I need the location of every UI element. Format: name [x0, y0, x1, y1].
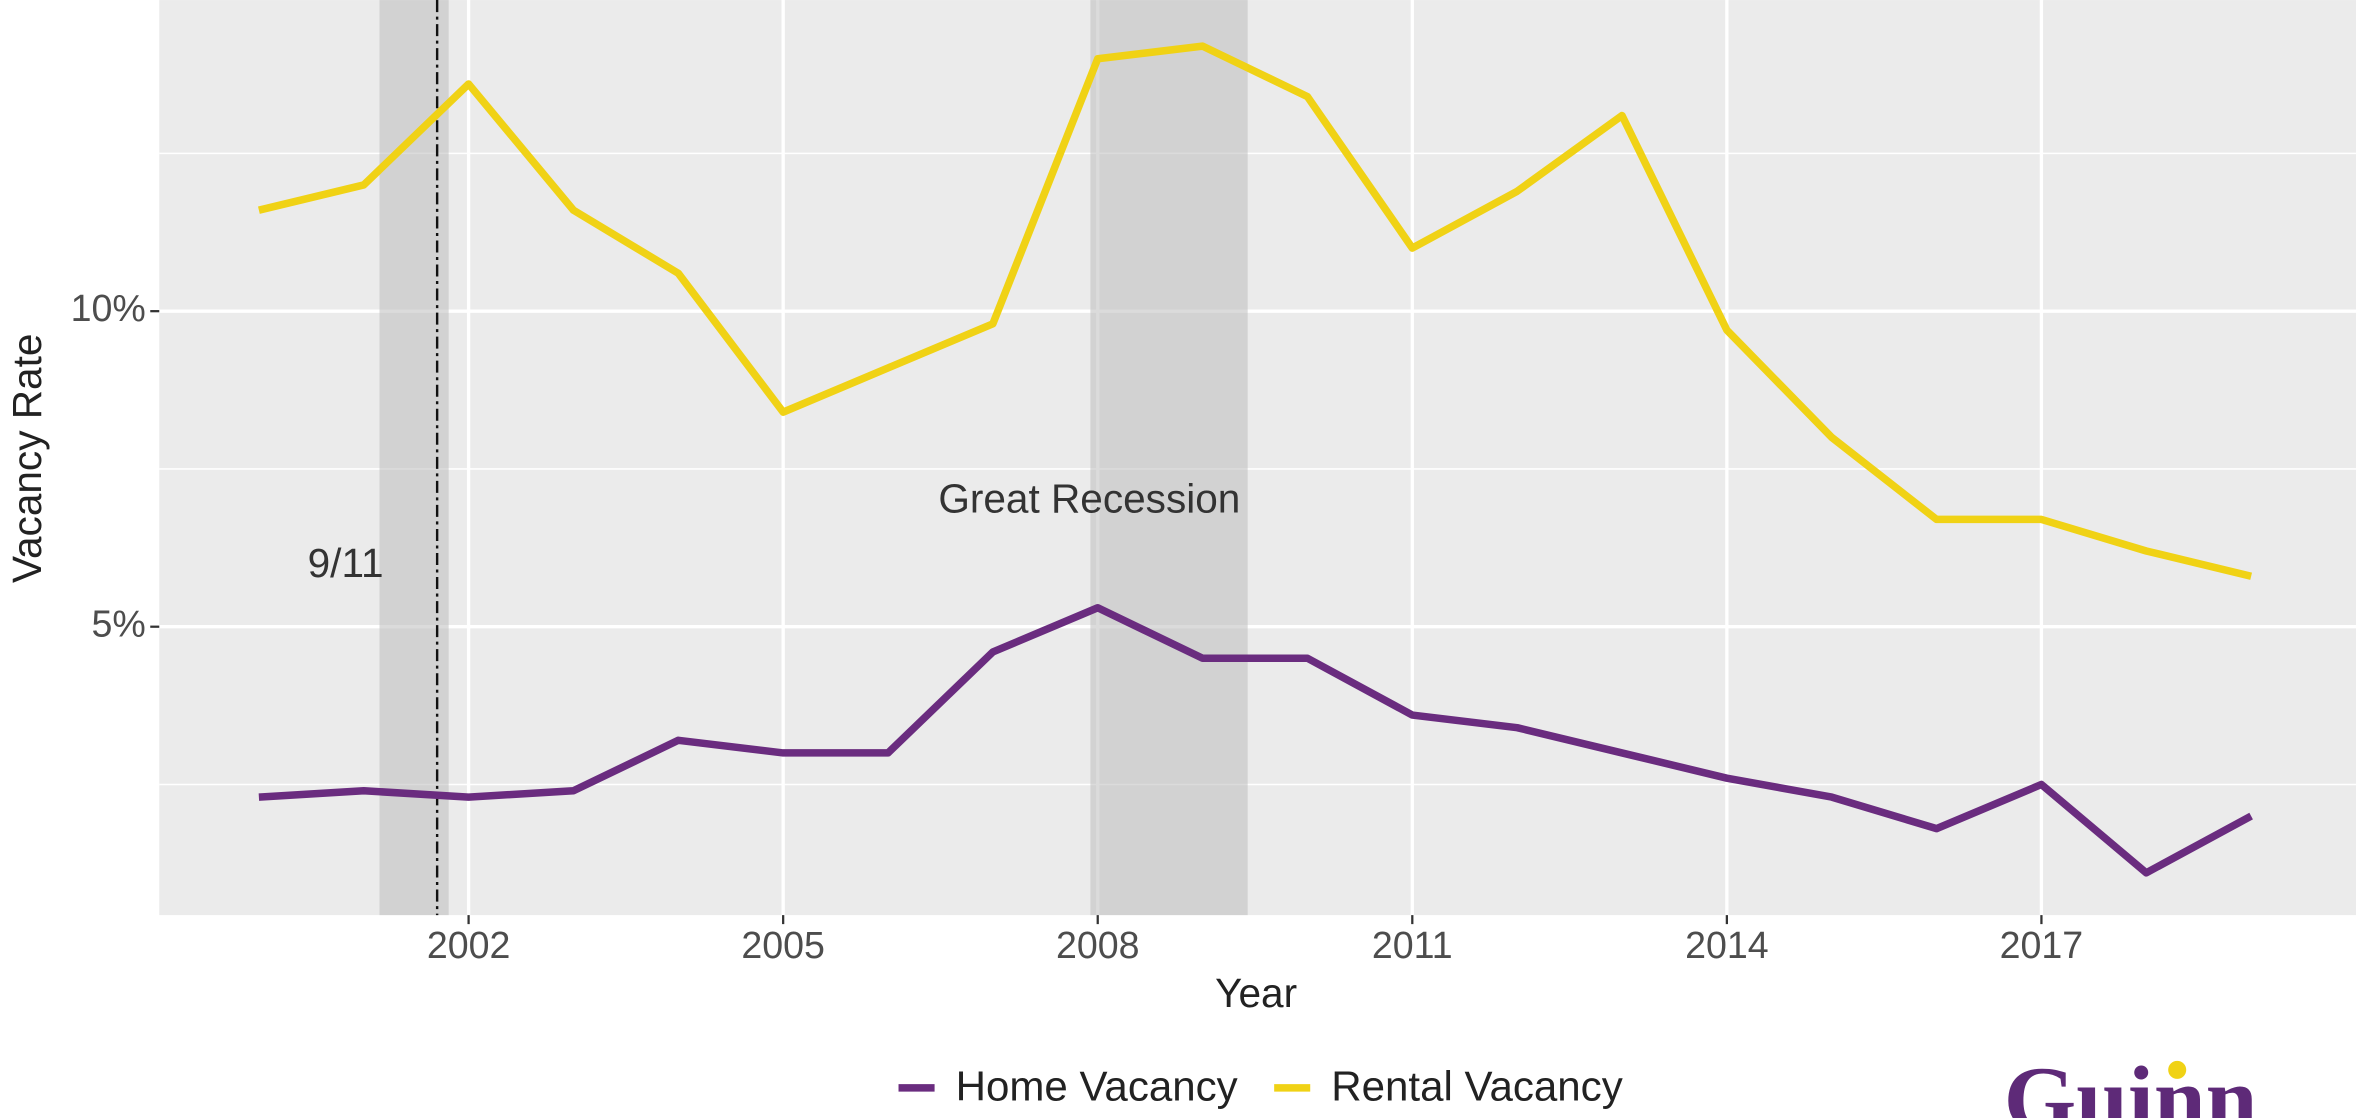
logo: Guinn: [2004, 1048, 2258, 1118]
y-tick-label: 5%: [91, 603, 145, 645]
x-tick-label: 2005: [741, 924, 825, 966]
y-tick-label: 10%: [71, 287, 146, 329]
x-tick-label: 2014: [1685, 924, 1769, 966]
x-axis-title: Year: [1215, 970, 1297, 1016]
plot-layers: 5% 10% 2002 2005 2008 2011 2014 2017: [71, 0, 2356, 966]
y-axis-title: Vacancy Rate: [4, 334, 50, 583]
x-tick-label: 2002: [427, 924, 511, 966]
x-tick-label: 2008: [1056, 924, 1140, 966]
series-line: [258, 604, 2253, 877]
annotation: Great Recession: [938, 476, 1240, 522]
legend-label: Rental Vacancy: [1331, 1063, 1622, 1110]
x-tick-label: 2011: [1372, 924, 1453, 966]
logo-dot: [2168, 1060, 2187, 1079]
annotation: 9/11: [308, 540, 384, 586]
x-tick-label: 2017: [2000, 924, 2084, 966]
plot-panel: [159, 0, 2356, 916]
legend-label: Home Vacancy: [956, 1063, 1238, 1110]
recession-band: [1090, 0, 1248, 916]
series-line: [258, 42, 2253, 580]
